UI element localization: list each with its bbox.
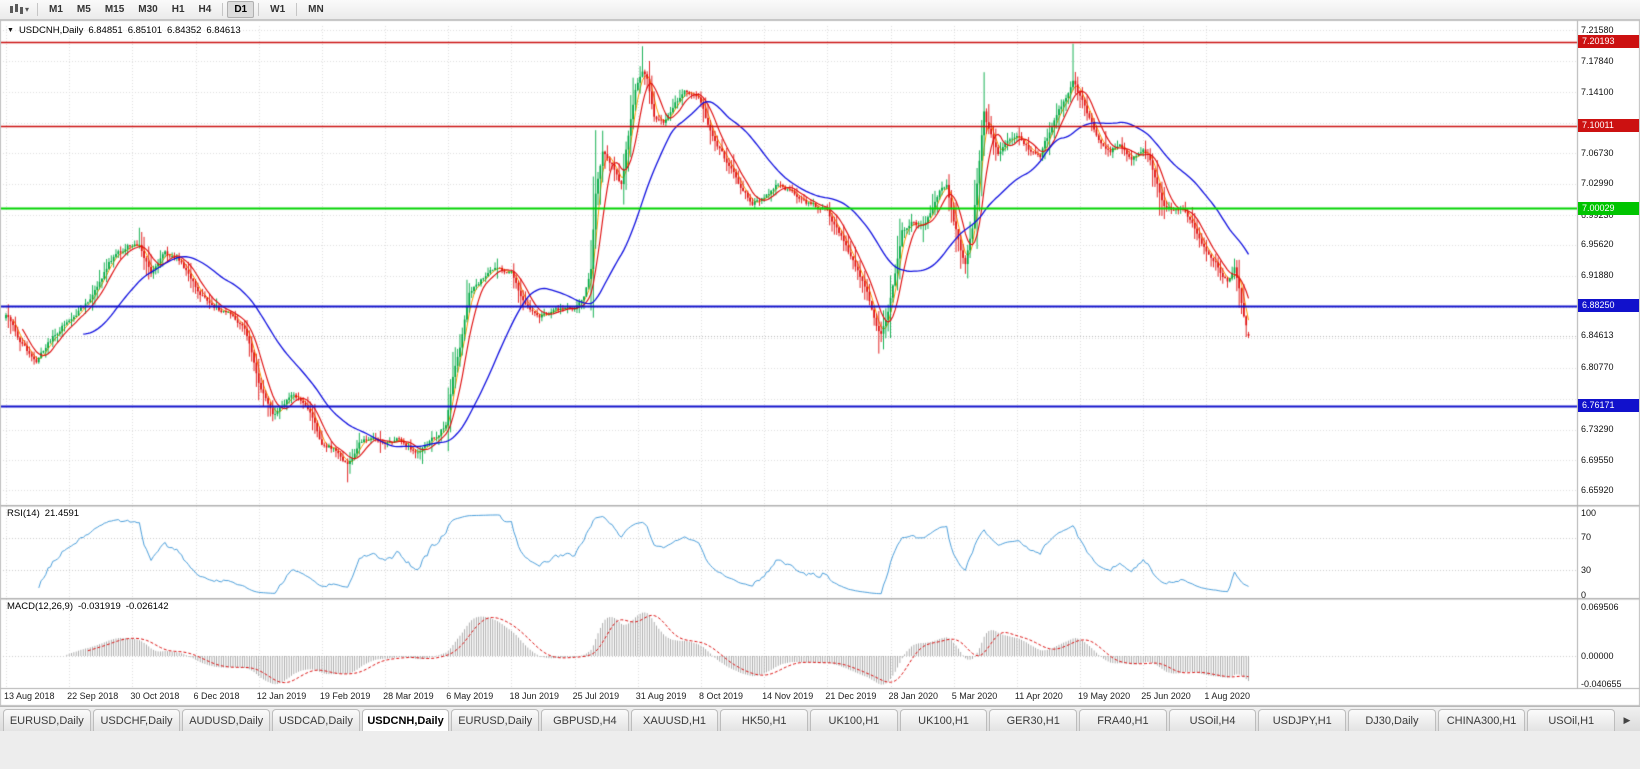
symbol-tab-eurusd-daily[interactable]: EURUSD,Daily <box>3 709 91 731</box>
timeframe-button-d1[interactable]: D1 <box>227 1 255 18</box>
candlestick-chart-icon <box>10 4 23 14</box>
symbol-tab-xauusd-h1[interactable]: XAUUSD,H1 <box>630 709 719 731</box>
timeframe-button-h1[interactable]: H1 <box>165 1 192 18</box>
symbol-tab-uk100-h1[interactable]: UK100,H1 <box>810 709 898 731</box>
chart-type-caret-icon: ▾ <box>25 4 30 14</box>
chart-type-button[interactable]: ▾ <box>5 2 33 17</box>
symbol-tab-dj30-daily[interactable]: DJ30,Daily <box>1348 709 1436 731</box>
window-bottom-area <box>0 731 1640 769</box>
symbol-tab-fra40-h1[interactable]: FRA40,H1 <box>1079 709 1167 731</box>
toolbar-separator <box>222 3 224 16</box>
symbol-tab-audusd-daily[interactable]: AUDUSD,Daily <box>182 709 271 731</box>
symbol-tab-usoil-h1[interactable]: USOil,H1 <box>1527 709 1616 731</box>
tabs-scroll-right-button[interactable]: ▶ <box>1623 714 1631 725</box>
timeframe-button-h4[interactable]: H4 <box>192 1 219 18</box>
symbol-tab-usoil-h4[interactable]: USOil,H4 <box>1168 709 1257 731</box>
timeframe-button-mn[interactable]: MN <box>301 1 331 18</box>
toolbar-separator <box>296 3 298 16</box>
toolbar-separator <box>258 3 260 16</box>
price-chart-canvas[interactable] <box>0 20 1640 706</box>
top-toolbar: ▾ M1 M5 M15 M30 H1 H4 D1 W1 MN <box>0 0 1640 20</box>
chart-window: ▼ USDCNH,Daily 6.84851 6.85101 6.84352 6… <box>0 20 1640 706</box>
timeframe-buttons: M1 M5 M15 M30 H1 H4 D1 W1 MN <box>42 1 331 18</box>
symbol-tab-usdjpy-h1[interactable]: USDJPY,H1 <box>1258 709 1347 731</box>
timeframe-button-m15[interactable]: M15 <box>98 1 131 18</box>
symbol-tab-china300-h1[interactable]: CHINA300,H1 <box>1437 709 1526 731</box>
symbol-tab-eurusd-daily[interactable]: EURUSD,Daily <box>451 709 540 731</box>
symbol-tab-hk50-h1[interactable]: HK50,H1 <box>720 709 809 731</box>
timeframe-button-m5[interactable]: M5 <box>70 1 98 18</box>
toolbar-separator <box>37 3 39 16</box>
symbol-tab-ger30-h1[interactable]: GER30,H1 <box>989 709 1078 731</box>
symbol-tab-uk100-h1[interactable]: UK100,H1 <box>899 709 988 731</box>
symbol-tab-gbpusd-h4[interactable]: GBPUSD,H4 <box>541 709 629 731</box>
symbol-tabs: EURUSD,Daily USDCHF,Daily AUDUSD,Daily USDC… <box>2 709 1616 731</box>
timeframe-button-m30[interactable]: M30 <box>131 1 164 18</box>
symbol-tab-usdcad-daily[interactable]: USDCAD,Daily <box>272 709 360 731</box>
symbol-tab-bar: EURUSD,Daily USDCHF,Daily AUDUSD,Daily USDC… <box>0 706 1640 731</box>
timeframe-button-m1[interactable]: M1 <box>42 1 70 18</box>
symbol-tab-usdchf-daily[interactable]: USDCHF,Daily <box>92 709 181 731</box>
timeframe-button-w1[interactable]: W1 <box>263 1 292 18</box>
symbol-tab-usdcnh-daily[interactable]: USDCNH,Daily <box>361 709 450 731</box>
chart-menu-icon[interactable]: ▼ <box>7 27 14 34</box>
